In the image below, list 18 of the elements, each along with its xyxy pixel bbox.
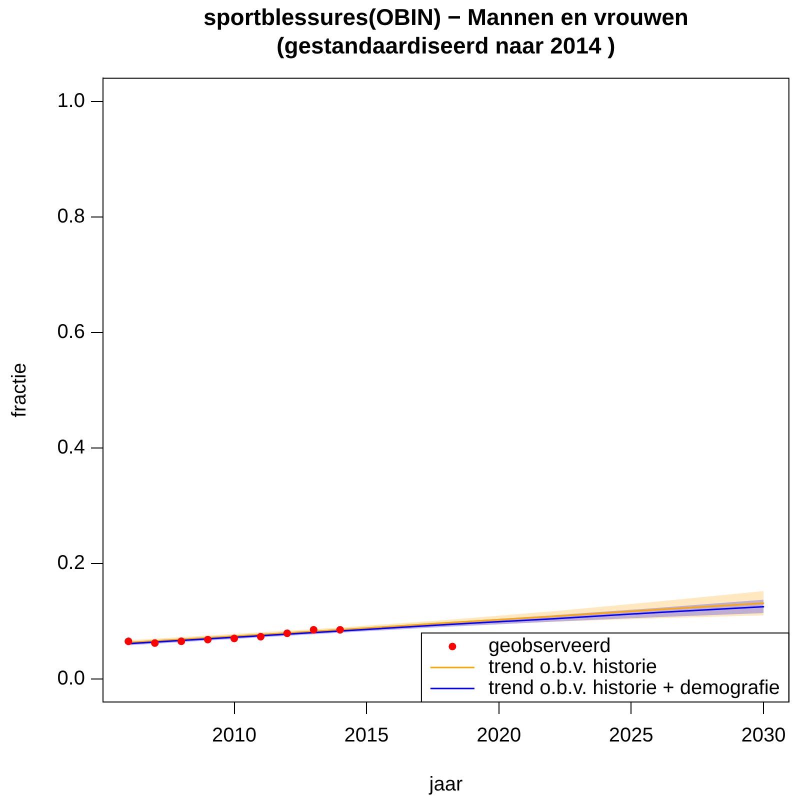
y-axis-title: fractie (8, 362, 31, 418)
x-tick-label: 2020 (476, 724, 522, 747)
x-axis-title: jaar (428, 774, 463, 796)
legend-label: trend o.b.v. historie (488, 656, 658, 678)
x-tick-label: 2010 (212, 724, 256, 747)
y-tick-label: 0.6 (57, 320, 85, 343)
y-tick-label: 1.0 (57, 90, 85, 112)
y-tick-label: 0.2 (57, 552, 85, 574)
y-tick-label: 0.8 (57, 205, 85, 228)
x-tick-label: 2025 (608, 724, 654, 747)
y-tick-label: 0.0 (57, 667, 85, 690)
legend-label: geobserveerd (488, 635, 611, 658)
legend-label: trend o.b.v. historie + demografie (488, 677, 780, 700)
chart-title: sportblessures(OBIN) − Mannen en vrouwen (203, 4, 688, 30)
x-tick-label: 2030 (741, 724, 786, 747)
x-tick-label: 2015 (344, 724, 389, 747)
chart-subtitle: (gestandaardiseerd naar 2014 ) (276, 32, 616, 59)
y-tick-label: 0.4 (57, 436, 85, 458)
